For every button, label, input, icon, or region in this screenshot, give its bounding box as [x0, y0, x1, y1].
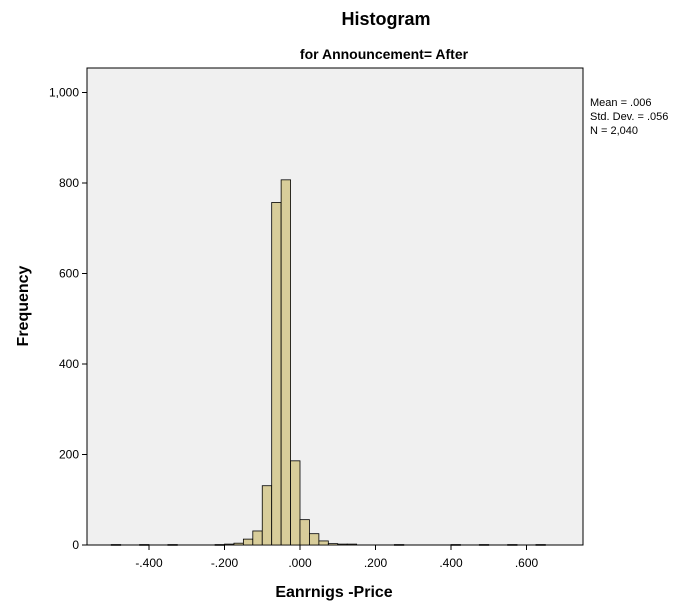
y-axis: 0 200 400 600 800 1,000	[49, 86, 87, 552]
histogram-bar	[167, 544, 178, 546]
x-axis-label: Eanrnigs -Price	[275, 584, 392, 601]
histogram-bar	[327, 543, 339, 546]
histogram-bar	[393, 544, 405, 546]
x-tick-label: -.400	[135, 556, 163, 570]
histogram-bar	[290, 460, 301, 546]
histogram-bar	[318, 540, 329, 546]
x-tick-label: .600	[515, 556, 539, 570]
histogram-bar	[507, 544, 518, 546]
histogram-bar	[224, 543, 235, 546]
y-tick-label: 200	[59, 448, 79, 462]
y-tick-label: 0	[72, 538, 79, 552]
histogram-bar	[252, 530, 263, 546]
chart-title: Histogram	[341, 9, 430, 29]
histogram-bar	[299, 519, 310, 546]
stats-mean: Mean = .006	[590, 97, 651, 109]
stats-box: Mean = .006 Std. Dev. = .056 N = 2,040	[590, 97, 668, 137]
histogram-bar	[450, 544, 461, 546]
histogram-bar	[261, 485, 273, 546]
histogram-bar	[233, 542, 244, 546]
histogram-bar	[139, 544, 150, 546]
x-tick-label: .000	[288, 556, 312, 570]
histogram-bar	[337, 543, 348, 546]
plot-area	[86, 67, 584, 546]
y-tick-label: 1,000	[49, 86, 79, 100]
histogram-bar	[309, 533, 320, 546]
y-axis-label: Frequency	[15, 265, 32, 346]
chart-subtitle: for Announcement= After	[300, 46, 469, 62]
stats-std-dev: Std. Dev. = .056	[590, 111, 668, 123]
histogram-bar	[242, 538, 254, 546]
histogram-bar	[478, 544, 490, 546]
histogram-bar	[214, 544, 225, 546]
histogram-bar	[535, 544, 546, 546]
histogram-bar	[271, 202, 282, 546]
x-tick-label: .200	[364, 556, 388, 570]
y-tick-label: 400	[59, 357, 79, 371]
histogram-bar	[110, 544, 122, 546]
y-tick-label: 600	[59, 267, 79, 281]
histogram-bar	[280, 179, 291, 546]
x-axis: -.400 -.200 .000 .200 .400 .600	[135, 545, 539, 570]
histogram-bar	[346, 543, 358, 546]
bars-group	[110, 179, 546, 546]
stats-n: N = 2,040	[590, 125, 638, 137]
x-tick-label: .400	[439, 556, 463, 570]
x-tick-label: -.200	[211, 556, 239, 570]
y-tick-label: 800	[59, 176, 79, 190]
